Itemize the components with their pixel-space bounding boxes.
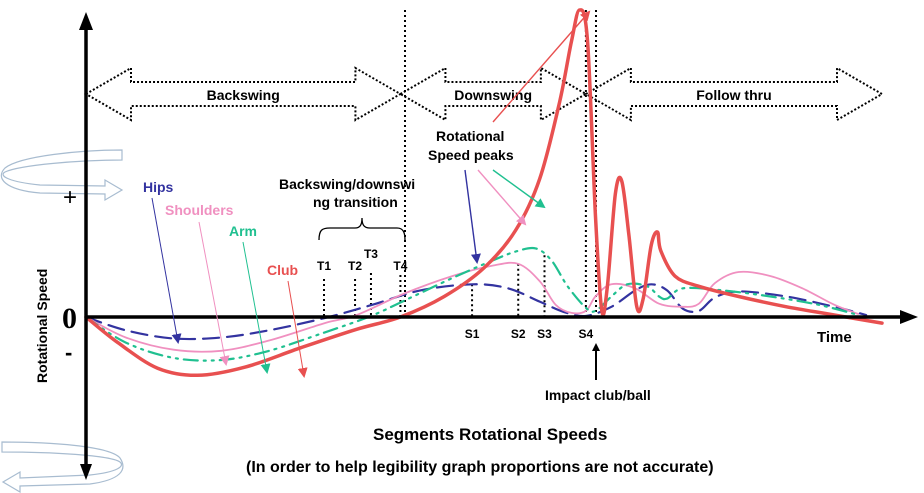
chart-subtitle: (In order to help legibility graph propo… (246, 459, 714, 476)
y-tick-zero: 0 (62, 302, 77, 335)
series-line-club (84, 8, 884, 378)
y-tick-plus: + (63, 184, 77, 211)
x-axis-label: Time (817, 329, 852, 346)
series-line-hips (84, 283, 868, 341)
phase-label-follow-thru: Follow thru (696, 87, 771, 103)
peak-arrow-hips (464, 169, 481, 264)
marker-label-s1: S1 (465, 327, 480, 341)
peaks-label-line1: Rotational (436, 128, 504, 144)
marker-label-t2: T2 (348, 259, 362, 273)
legend-label-arm: Arm (229, 223, 257, 239)
chart-title: Segments Rotational Speeds (373, 425, 607, 444)
peak-arrow-club (492, 10, 591, 123)
legend-label-shoulders: Shoulders (165, 202, 234, 218)
rotation-positive-icon (0, 149, 124, 202)
peaks-label-line2: Speed peaks (428, 147, 514, 163)
phase-label-backswing: Backswing (207, 87, 280, 103)
hips-pointer-arrow (151, 197, 182, 344)
transition-label-line2: ng transition (313, 194, 398, 210)
y-axis-arrow-down (80, 464, 92, 480)
y-axis-label: Rotational Speed (34, 269, 50, 383)
phase-arrow-downswing (398, 66, 588, 122)
transition-label-line1: Backswing/downswi (279, 176, 415, 192)
arm-pointer-arrow (242, 241, 271, 374)
marker-label-s4: S4 (579, 327, 594, 341)
impact-label: Impact club/ball (545, 387, 651, 403)
shoulders-pointer-arrow (198, 221, 230, 366)
peak-arrow-shoulders (477, 169, 527, 226)
y-axis-arrow-up (79, 12, 93, 30)
series-line-arm (84, 246, 860, 362)
marker-label-t1: T1 (317, 259, 331, 273)
transition-bracket (318, 217, 406, 241)
y-tick-minus: - (65, 340, 72, 365)
marker-label-t3: T3 (364, 247, 378, 261)
peak-arrow-arm (492, 169, 546, 209)
rotation-negative-icon (1, 441, 124, 493)
marker-label-s2: S2 (511, 327, 526, 341)
phase-label-downswing: Downswing (454, 87, 532, 103)
club-pointer-arrow (287, 280, 308, 378)
legend-label-club: Club (267, 262, 298, 278)
series-line-shoulders (85, 261, 859, 353)
phase-arrow-follow-thru (583, 66, 884, 122)
legend-label-hips: Hips (143, 179, 174, 195)
marker-label-t4: T4 (393, 259, 407, 273)
x-axis-arrow (900, 310, 918, 324)
marker-label-s3: S3 (537, 327, 552, 341)
